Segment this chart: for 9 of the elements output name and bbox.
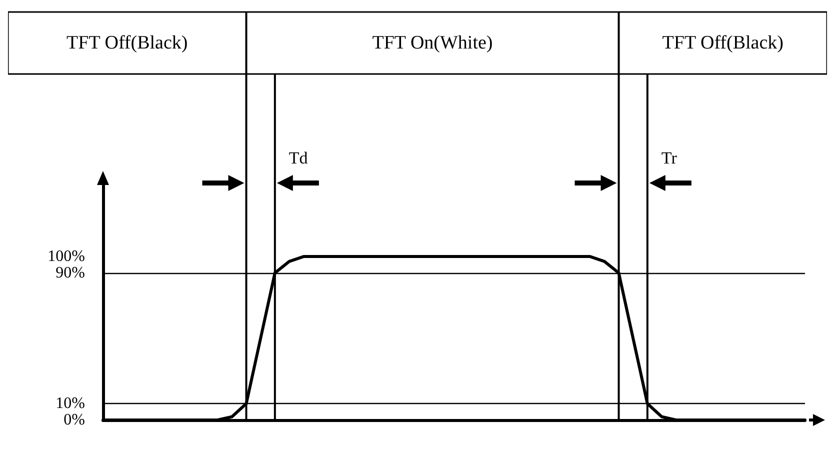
y-tick-label: 90% — [56, 264, 85, 282]
y-tick-label: 10% — [56, 395, 85, 412]
text: TFT On(White) — [372, 32, 493, 54]
text: Td — [288, 148, 308, 168]
text: TFT Off(Black) — [66, 32, 188, 54]
y-tick-label: 100% — [48, 248, 85, 266]
y-tick-label: 0% — [64, 412, 85, 428]
text: Tr — [661, 148, 678, 168]
text: TFT Off(Black) — [662, 32, 784, 54]
